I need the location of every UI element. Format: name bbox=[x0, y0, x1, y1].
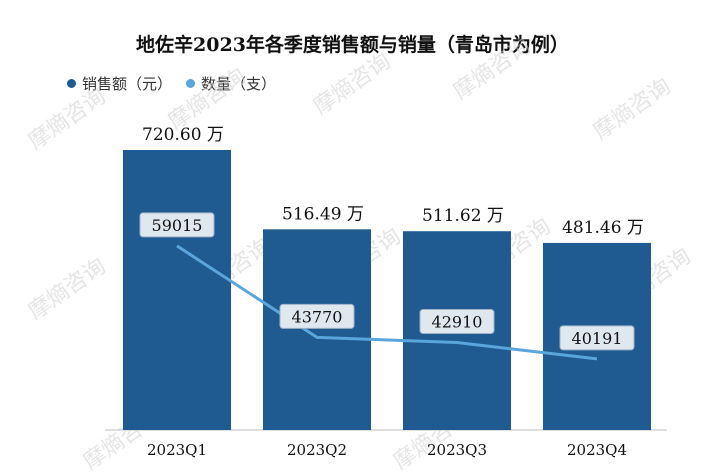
line-quantity bbox=[176, 244, 598, 361]
watermark-text: 摩熵咨询 bbox=[309, 49, 395, 120]
x-tick-label: 2023Q1 bbox=[147, 441, 207, 459]
legend-item-quantity: 数量（支） bbox=[186, 73, 276, 94]
bar-value-label: 720.60 万 bbox=[142, 125, 224, 145]
watermark-text: 摩熵咨询 bbox=[24, 84, 110, 155]
bar-value-label: 481.46 万 bbox=[562, 218, 644, 238]
legend-label-quantity: 数量（支） bbox=[201, 75, 277, 93]
bar-sales bbox=[263, 229, 371, 430]
x-tick-label: 2023Q4 bbox=[567, 441, 627, 459]
bar-value-label: 511.62 万 bbox=[422, 206, 504, 226]
bar-sales bbox=[123, 150, 231, 430]
point-label-box bbox=[279, 303, 355, 329]
legend-marker-quantity bbox=[186, 79, 196, 88]
x-tick-label: 2023Q3 bbox=[427, 441, 487, 459]
point-value-label: 43770 bbox=[292, 307, 343, 326]
point-label-box bbox=[139, 212, 215, 238]
watermark-text: 摩熵咨询 bbox=[589, 74, 675, 145]
point-value-label: 42910 bbox=[432, 313, 483, 332]
chart-title: 地佐辛2023年各季度销售额与销量（青岛市为例） bbox=[136, 34, 569, 56]
legend-marker-sales bbox=[67, 79, 76, 88]
point-label-box bbox=[559, 325, 635, 351]
point-value-label: 40191 bbox=[572, 329, 623, 348]
point-label-box bbox=[419, 309, 495, 335]
watermark-text: 摩熵咨询 bbox=[449, 34, 535, 105]
legend-label-sales: 销售额（元） bbox=[82, 75, 173, 93]
point-value-label: 59015 bbox=[152, 216, 203, 235]
x-tick-label: 2023Q2 bbox=[287, 441, 347, 459]
watermark-text: 摩熵咨询 bbox=[24, 254, 110, 325]
legend: 销售额（元） 数量（支） bbox=[67, 73, 290, 94]
legend-item-sales: 销售额（元） bbox=[67, 73, 172, 94]
bar-value-label: 516.49 万 bbox=[282, 204, 364, 224]
